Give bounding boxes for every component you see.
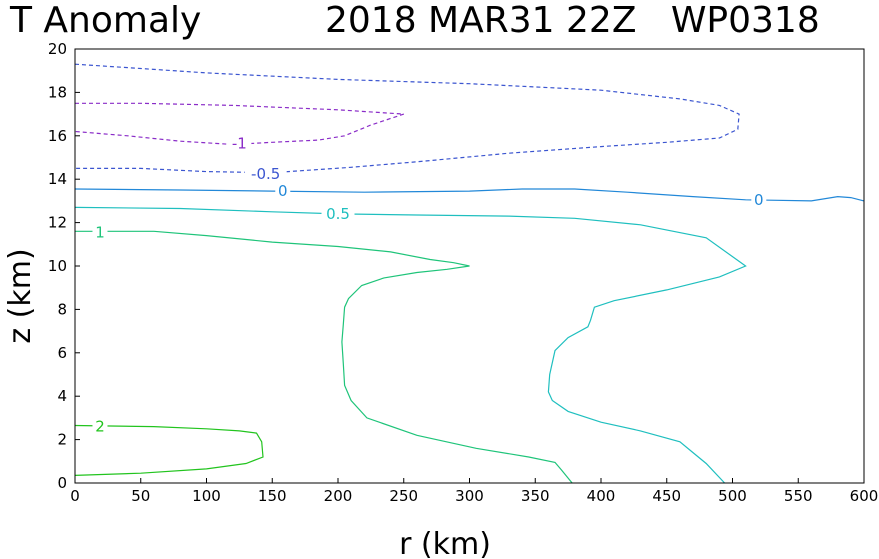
chart-title-right: 2018 MAR31 22Z WP0318 xyxy=(325,0,820,41)
x-tick-label: 600 xyxy=(850,487,879,505)
chart-title-left: T Anomaly xyxy=(9,0,201,41)
contour-label: 1 xyxy=(95,223,105,241)
x-tick-label: 500 xyxy=(718,487,747,505)
contour-label-background xyxy=(244,165,287,181)
contour-label: -1 xyxy=(232,134,247,152)
contour-line xyxy=(74,424,264,476)
y-tick-label: 14 xyxy=(48,170,67,188)
contour-line xyxy=(74,102,404,146)
x-tick-label: 0 xyxy=(70,487,80,505)
y-tick-label: 20 xyxy=(48,40,67,58)
x-axis-ticks: 0 50 100 150 200 250 300 350 400 450 500 550 600 xyxy=(70,478,878,505)
x-tick-label: 350 xyxy=(521,487,550,505)
x-tick-label: 150 xyxy=(258,487,287,505)
y-tick-label: 8 xyxy=(57,300,67,318)
contour-label-background xyxy=(92,224,108,240)
contour-label: -0.5 xyxy=(251,165,280,183)
x-tick-label: 450 xyxy=(652,487,681,505)
contour-lines xyxy=(74,63,865,484)
contour-label-background xyxy=(321,205,355,221)
contour-label: 0 xyxy=(754,191,764,209)
x-tick-label: 400 xyxy=(587,487,616,505)
contour-line xyxy=(75,230,573,484)
y-tick-label: 6 xyxy=(57,344,67,362)
x-tick-label: 200 xyxy=(324,487,353,505)
y-tick-label: 16 xyxy=(48,127,67,145)
y-tick-label: 12 xyxy=(48,214,67,232)
y-axis-ticks: 0 2 4 6 8 10 12 14 16 18 20 xyxy=(48,40,80,492)
x-tick-label: 300 xyxy=(455,487,484,505)
x-tick-label: 100 xyxy=(192,487,221,505)
contour-line xyxy=(74,188,865,202)
contour-label-background xyxy=(92,418,108,434)
contour-label-background xyxy=(751,191,767,207)
contour-label: 2 xyxy=(95,418,105,436)
y-tick-label: 18 xyxy=(48,83,67,101)
x-axis-label: r (km) xyxy=(399,527,491,559)
contour-label-background xyxy=(227,135,252,151)
y-tick-label: 2 xyxy=(57,431,67,449)
contour-label-background xyxy=(275,183,291,199)
y-tick-label: 10 xyxy=(48,257,67,275)
contour-line xyxy=(74,206,747,484)
contour-line xyxy=(74,63,740,174)
y-tick-label: 4 xyxy=(57,387,67,405)
y-axis-label: z (km) xyxy=(3,248,38,343)
x-tick-label: 250 xyxy=(389,487,418,505)
y-tick-label: 0 xyxy=(57,474,67,492)
contour-label: 0 xyxy=(278,182,288,200)
contour-label: 0.5 xyxy=(326,205,350,223)
x-tick-label: 550 xyxy=(784,487,813,505)
x-tick-label: 50 xyxy=(131,487,150,505)
contour-labels: 210.50 0-0.5-1 xyxy=(92,134,767,436)
